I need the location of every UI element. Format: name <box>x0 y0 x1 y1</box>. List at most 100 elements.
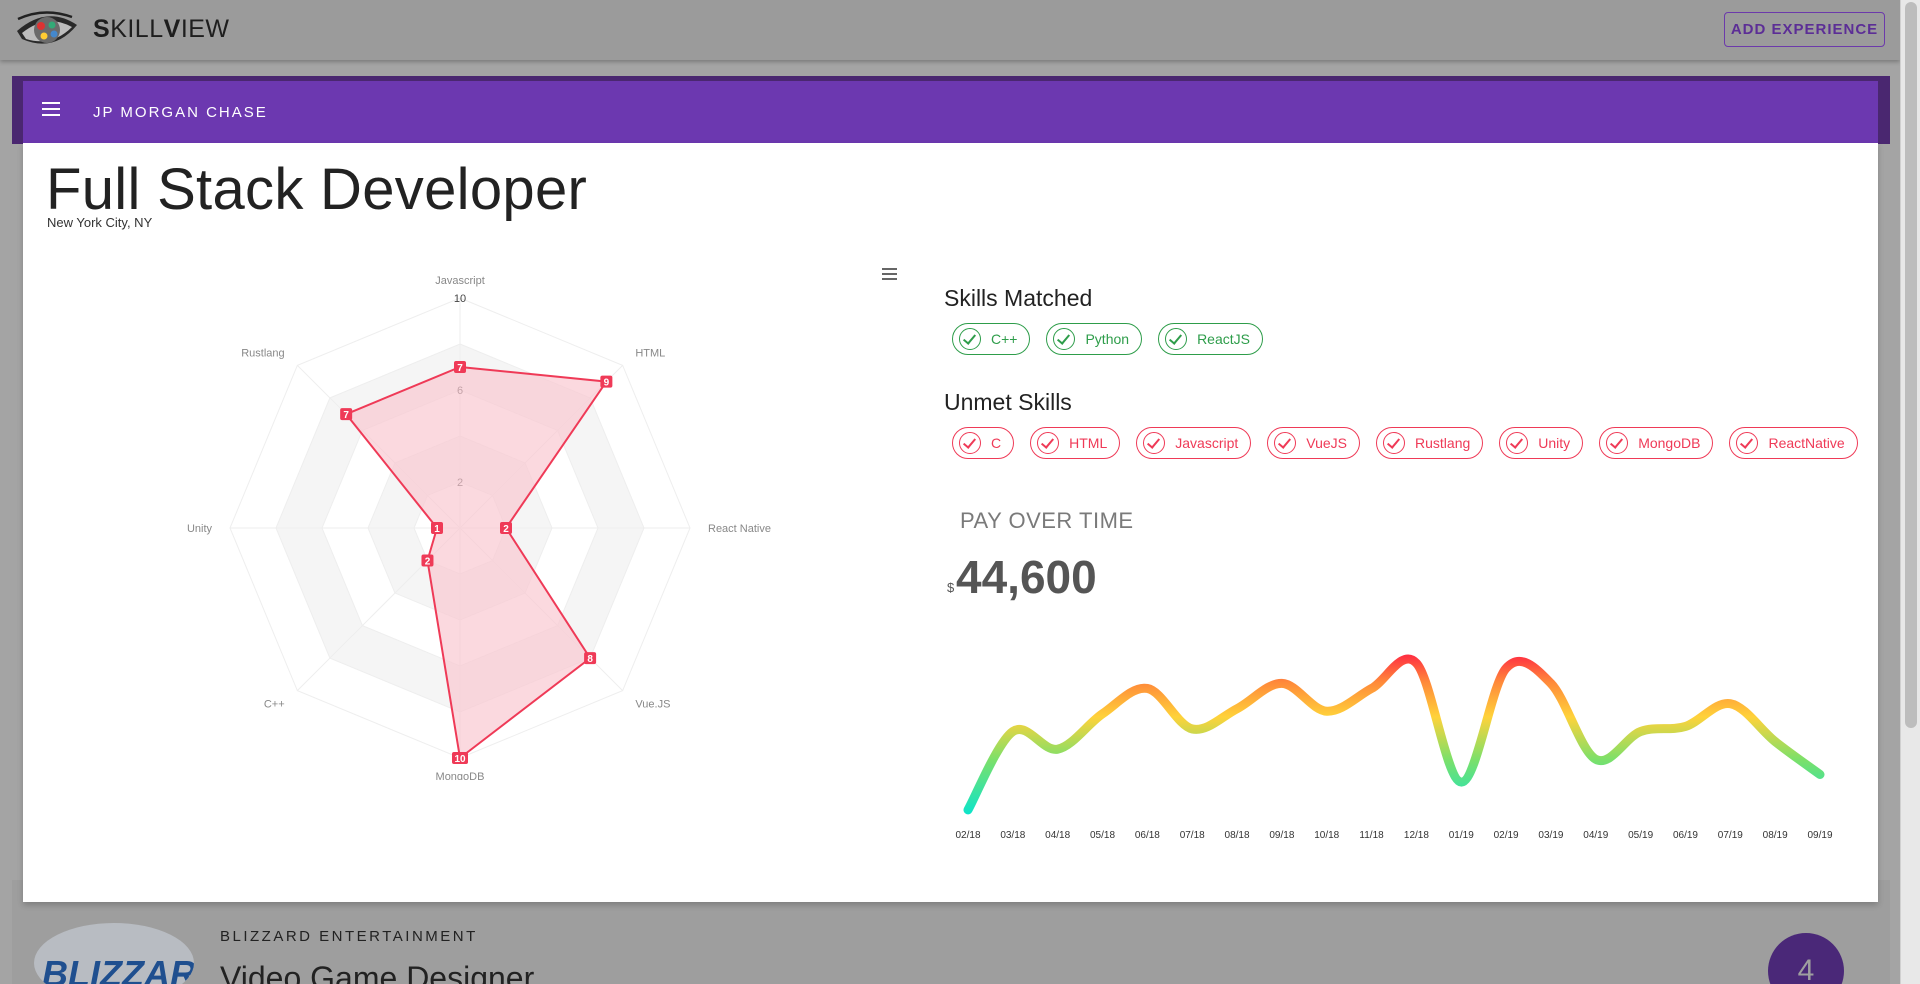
pay-point[interactable] <box>1097 708 1109 720</box>
pay-currency: $ <box>947 580 955 595</box>
check-circle-icon <box>1506 432 1529 454</box>
pay-point[interactable] <box>1321 705 1333 717</box>
radar-point[interactable] <box>431 522 443 534</box>
chip-label: ReactJS <box>1197 331 1250 347</box>
pay-point[interactable] <box>1410 657 1422 669</box>
check-circle-icon <box>1383 432 1406 454</box>
radar-point[interactable] <box>421 554 434 567</box>
chip-label: Javascript <box>1175 435 1239 451</box>
pay-x-tick-label: 05/18 <box>1090 830 1115 841</box>
scrollbar[interactable] <box>1900 0 1920 984</box>
radar-point[interactable] <box>584 652 597 665</box>
pay-point[interactable] <box>1276 677 1288 689</box>
matched-skill-chip[interactable]: C++ <box>952 323 1031 355</box>
pay-x-tick-label: 06/19 <box>1673 830 1698 841</box>
radar-axis-label: Rustlang <box>241 348 284 360</box>
next-company-name: BLIZZARD ENTERTAINMENT <box>220 928 478 945</box>
pay-point[interactable] <box>1769 736 1781 748</box>
radar-axis-label: React Native <box>708 523 771 535</box>
pay-x-tick-label: 05/19 <box>1628 830 1653 841</box>
pay-point[interactable] <box>1141 682 1153 694</box>
radar-axis-label: HTML <box>635 348 665 360</box>
unmet-skills-list: C HTML Javascript VueJS Rustlang Unity MongoDB… <box>952 427 1858 459</box>
card-toolbar <box>23 81 1878 143</box>
radar-axis-label: Unity <box>187 523 213 535</box>
check-circle-icon <box>959 328 981 350</box>
scroll-thumb[interactable] <box>1905 2 1917 728</box>
radar-axis-label: Vue.JS <box>635 698 670 710</box>
matched-skill-chip[interactable]: ReactJS <box>1158 323 1263 355</box>
radar-data-label: 8 <box>587 654 593 665</box>
pay-point[interactable] <box>1231 703 1243 715</box>
chart-menu-icon[interactable] <box>882 268 897 280</box>
check-circle-icon <box>1736 432 1759 454</box>
brand-name: SKILLVIEW <box>93 15 230 43</box>
pay-point[interactable] <box>1679 720 1691 732</box>
check-circle-icon <box>1274 432 1297 454</box>
pay-over-time-chart: 02/18 03/18 04/18 05/18 06/18 07/18 08/18 09/18… <box>955 654 1833 841</box>
unmet-skill-chip[interactable]: Unity <box>1499 427 1584 459</box>
unmet-skill-chip[interactable]: C <box>952 427 1015 459</box>
check-circle-icon <box>959 432 981 454</box>
skills-radar-chart: 2610JavascriptHTMLReact NativeVue.JSMong… <box>187 275 771 780</box>
pay-x-tick-label: 08/18 <box>1225 830 1250 841</box>
radar-data-label: 9 <box>604 378 610 389</box>
radar-point[interactable] <box>452 752 468 764</box>
pay-point[interactable] <box>1635 725 1647 737</box>
radar-axis-label: C++ <box>264 698 285 710</box>
radar-data-label: 7 <box>457 363 463 374</box>
pay-point[interactable] <box>1052 743 1064 755</box>
pay-point[interactable] <box>1724 698 1736 710</box>
pay-point[interactable] <box>1814 768 1826 780</box>
pay-point[interactable] <box>1545 677 1557 689</box>
eye-logo-icon[interactable] <box>14 9 80 51</box>
pay-x-tick-label: 08/19 <box>1763 830 1788 841</box>
pay-point[interactable] <box>1590 753 1602 765</box>
check-circle-icon <box>1143 432 1166 454</box>
unmet-skill-chip[interactable]: ReactNative <box>1729 427 1858 459</box>
chip-label: ReactNative <box>1768 435 1845 451</box>
unmet-skill-chip[interactable]: VueJS <box>1267 427 1361 459</box>
pay-x-tick-label: 09/19 <box>1807 830 1832 841</box>
job-title: Full Stack Developer <box>46 157 588 222</box>
pay-line <box>963 654 1825 815</box>
radar-point[interactable] <box>454 361 466 373</box>
pay-x-tick-label: 03/19 <box>1538 830 1563 841</box>
radar-tick-label: 10 <box>454 293 466 305</box>
chip-label: C <box>991 435 1002 451</box>
unmet-skill-chip[interactable]: HTML <box>1030 427 1121 459</box>
pay-x-tick-label: 12/18 <box>1404 830 1429 841</box>
add-experience-button[interactable]: ADD EXPERIENCE <box>1724 12 1885 47</box>
check-circle-icon <box>1037 432 1060 454</box>
pay-value: 44,600 <box>956 551 1097 603</box>
pay-point[interactable] <box>1366 682 1378 694</box>
pay-point[interactable] <box>1500 662 1512 674</box>
unmet-skill-chip[interactable]: MongoDB <box>1599 427 1714 459</box>
radar-point[interactable] <box>340 408 353 421</box>
unmet-skill-chip[interactable]: Rustlang <box>1376 427 1484 459</box>
chip-label: VueJS <box>1306 435 1348 451</box>
chip-label: Python <box>1085 331 1130 347</box>
unmet-skill-chip[interactable]: Javascript <box>1136 427 1252 459</box>
pay-x-tick-label: 02/19 <box>1494 830 1519 841</box>
pay-point[interactable] <box>1007 725 1019 737</box>
radar-point[interactable] <box>500 522 512 534</box>
company-name: JP MORGAN CHASE <box>93 104 268 121</box>
chip-label: HTML <box>1069 435 1108 451</box>
pay-x-tick-label: 09/18 <box>1269 830 1294 841</box>
job-location: New York City, NY <box>47 215 153 230</box>
pay-point[interactable] <box>962 804 974 816</box>
pay-point[interactable] <box>1455 776 1467 788</box>
matched-skill-chip[interactable]: Python <box>1046 323 1143 355</box>
radar-axis-label: MongoDB <box>436 771 485 780</box>
pay-x-tick-label: 04/19 <box>1583 830 1608 841</box>
pay-x-tick-label: 02/18 <box>955 830 980 841</box>
radar-data-label: 7 <box>343 410 349 421</box>
pay-point[interactable] <box>1186 723 1198 735</box>
radar-data-label: 2 <box>503 524 509 535</box>
radar-point[interactable] <box>600 375 613 388</box>
pay-x-tick-label: 03/18 <box>1000 830 1025 841</box>
menu-icon[interactable] <box>42 102 60 116</box>
chip-label: C++ <box>991 331 1018 347</box>
pay-x-tick-label: 07/18 <box>1180 830 1205 841</box>
